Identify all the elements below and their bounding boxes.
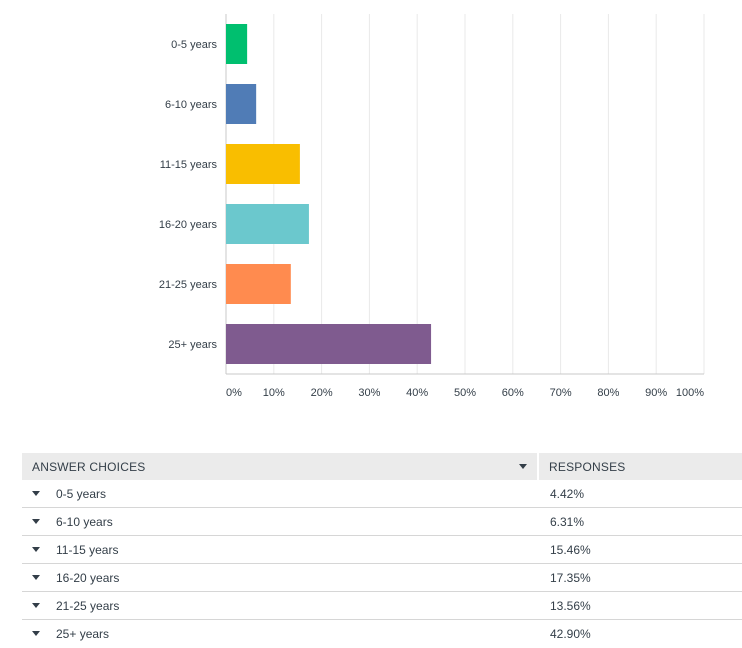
- choice-cell: 11-15 years: [22, 535, 538, 564]
- responses-header: RESPONSES: [537, 453, 742, 480]
- choice-label: 25+ years: [56, 626, 110, 641]
- table-header-row: ANSWER CHOICES RESPONSES: [22, 453, 742, 480]
- bar[interactable]: [226, 84, 257, 124]
- response-value: 17.35%: [538, 563, 742, 592]
- bar[interactable]: [226, 144, 300, 184]
- category-label: 6-10 years: [165, 99, 217, 111]
- gridlines: [225, 14, 705, 375]
- expand-caret-icon[interactable]: [32, 602, 40, 608]
- response-value: 4.42%: [538, 480, 742, 508]
- choice-cell: 16-20 years: [22, 563, 538, 592]
- bars: [226, 24, 432, 364]
- answer-choices-header-label: ANSWER CHOICES: [32, 459, 146, 474]
- expand-caret-icon[interactable]: [32, 546, 40, 552]
- choice-label: 21-25 years: [56, 598, 120, 613]
- x-tick-label: 80%: [597, 387, 619, 399]
- bar[interactable]: [226, 204, 309, 244]
- x-tick-label: 40%: [406, 387, 428, 399]
- bar-chart: 0-5 years 6-10 years 11-15 years 16-20 year…: [159, 14, 705, 399]
- x-tick-label: 100%: [676, 387, 704, 399]
- response-value: 15.46%: [538, 535, 742, 564]
- table-row: 6-10 years 6.31%: [22, 507, 742, 536]
- expand-caret-icon[interactable]: [32, 518, 40, 524]
- x-tick-label: 60%: [502, 387, 524, 399]
- x-tick-label: 50%: [454, 387, 476, 399]
- x-tick-label: 20%: [311, 387, 333, 399]
- x-tick-label: 30%: [358, 387, 380, 399]
- category-labels: 0-5 years 6-10 years 11-15 years 16-20 year…: [159, 39, 218, 351]
- category-label: 0-5 years: [171, 39, 217, 51]
- table-row: 21-25 years 13.56%: [22, 591, 742, 620]
- response-value: 13.56%: [538, 591, 742, 620]
- choice-label: 16-20 years: [56, 570, 120, 585]
- x-tick-label: 70%: [550, 387, 572, 399]
- choice-cell: 25+ years: [22, 620, 538, 648]
- category-label: 25+ years: [168, 339, 217, 351]
- category-label: 11-15 years: [160, 159, 218, 171]
- x-tick-label: 0%: [226, 387, 242, 399]
- responses-table: ANSWER CHOICES RESPONSES 0-5 years 4.42%…: [22, 453, 742, 647]
- choice-cell: 6-10 years: [22, 507, 538, 536]
- bar[interactable]: [226, 264, 291, 304]
- category-label: 16-20 years: [159, 219, 218, 231]
- choice-label: 6-10 years: [56, 514, 113, 529]
- table-row: 16-20 years 17.35%: [22, 563, 742, 592]
- responses-table-container: ANSWER CHOICES RESPONSES 0-5 years 4.42%…: [22, 453, 742, 647]
- answer-choices-header[interactable]: ANSWER CHOICES: [22, 453, 538, 480]
- x-tick-label: 90%: [645, 387, 667, 399]
- response-value: 42.90%: [550, 626, 591, 641]
- choice-label: 0-5 years: [56, 486, 107, 501]
- category-label: 21-25 years: [159, 279, 218, 291]
- expand-caret-icon[interactable]: [32, 574, 40, 580]
- bar[interactable]: [226, 324, 432, 364]
- bar[interactable]: [226, 24, 248, 64]
- choice-label: 11-15 years: [56, 542, 119, 557]
- expand-caret-icon[interactable]: [32, 490, 40, 496]
- choice-cell: 0-5 years: [22, 480, 538, 508]
- x-tick-label: 10%: [263, 387, 285, 399]
- choice-cell: 21-25 years: [22, 591, 538, 620]
- expand-caret-icon[interactable]: [32, 630, 40, 636]
- table-row: 0-5 years 4.42%: [22, 480, 742, 508]
- x-tick-labels: 0% 10% 20% 30% 40% 50% 60% 70% 80% 90% 100%: [226, 387, 704, 399]
- table-row: 25+ years 42.90%: [22, 620, 742, 648]
- response-value: 6.31%: [538, 507, 742, 536]
- sort-caret-icon[interactable]: [519, 464, 527, 469]
- table-row: 11-15 years 15.46%: [22, 535, 742, 564]
